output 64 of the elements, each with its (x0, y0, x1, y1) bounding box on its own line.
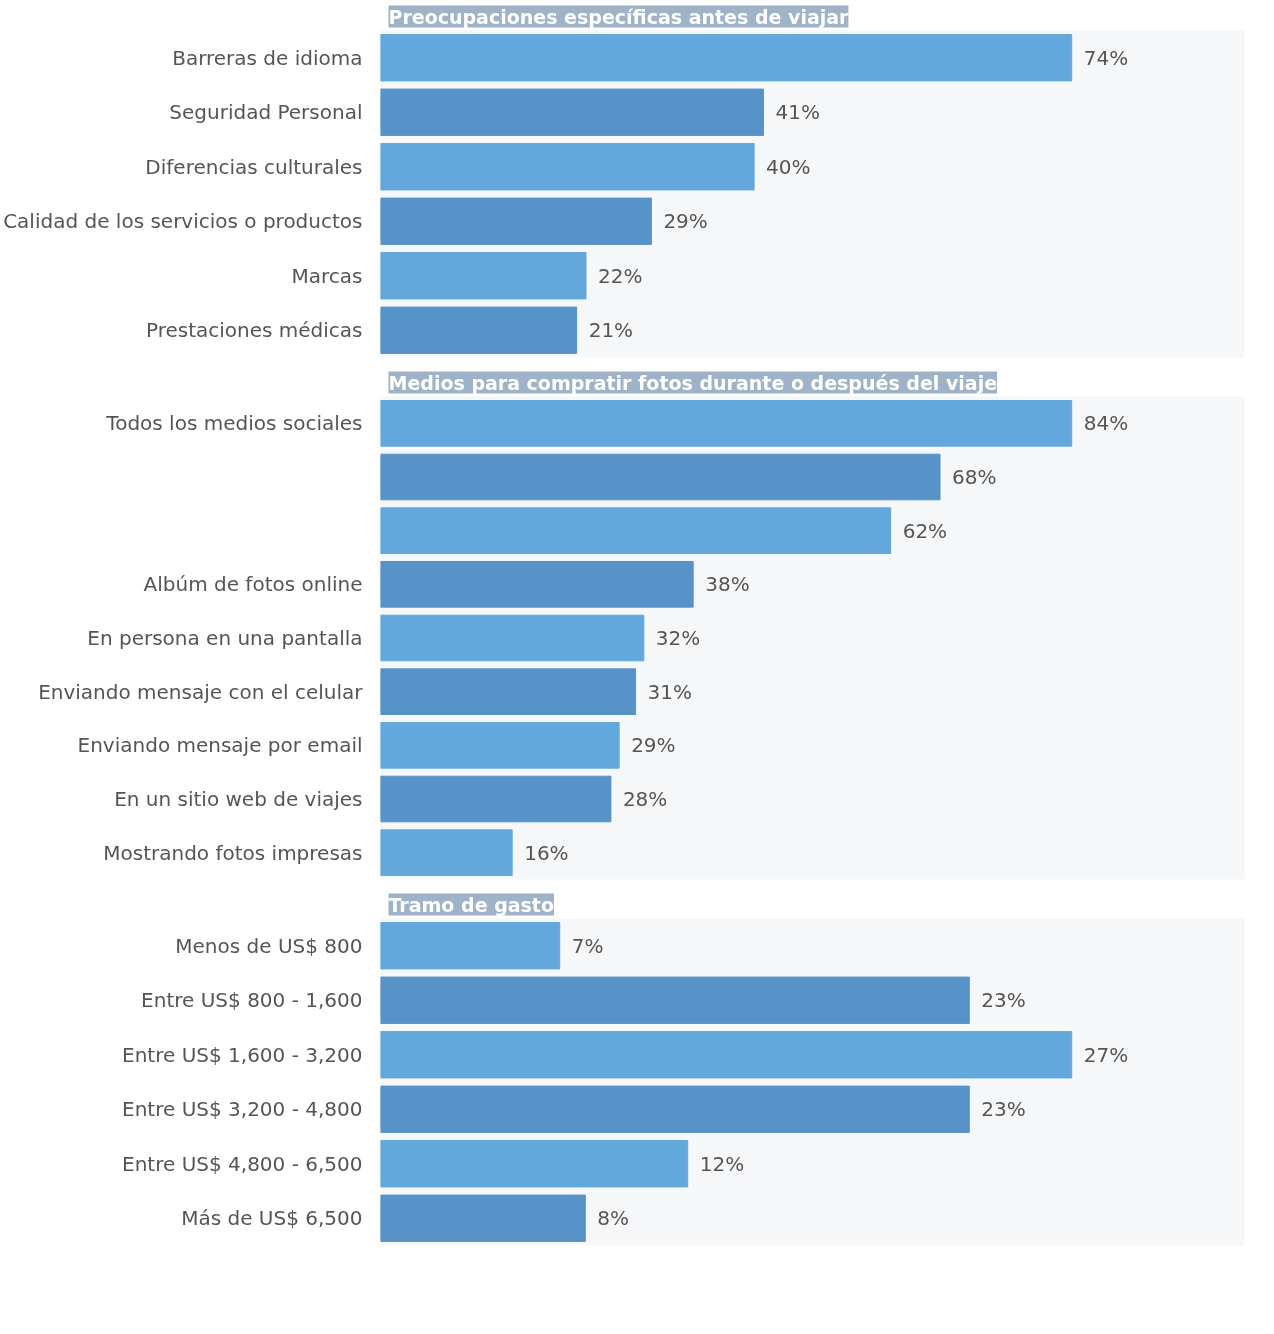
bar (380, 668, 637, 715)
y-tick-label: En persona en una pantalla (87, 626, 363, 650)
data-label: 23% (981, 1097, 1026, 1122)
y-tick-label: Barreras de idioma (172, 45, 363, 70)
bar (380, 775, 612, 823)
bar (380, 88, 764, 136)
data-label: 21% (588, 318, 634, 343)
data-label: 84% (1083, 411, 1129, 436)
y-tick-label: Calidad de los servicios o productos (3, 209, 363, 234)
data-label: 68% (952, 465, 997, 489)
bar (380, 922, 561, 970)
data-label: 7% (571, 933, 604, 958)
bar (380, 561, 694, 608)
data-label: 22% (597, 263, 643, 288)
y-tick-label: Entre US$ 4,800 - 6,500 (122, 1151, 363, 1176)
y-tick-label: Prestaciones médicas (145, 318, 363, 343)
data-label: 23% (981, 988, 1026, 1013)
data-label: 41% (775, 100, 820, 125)
y-tick-label: Más de US$ 6,500 (181, 1206, 363, 1231)
y-tick-label: Entre US$ 1,600 - 3,200 (122, 1042, 363, 1067)
data-label: 12% (699, 1151, 745, 1176)
data-label: 29% (631, 733, 676, 758)
y-tick-label: Mostrando fotos impresas (103, 840, 363, 865)
y-tick-label: En un sitio web de viajes (114, 787, 363, 811)
bar (380, 34, 1073, 82)
data-label: 8% (597, 1206, 630, 1231)
y-tick-label: Seguridad Personal (169, 100, 363, 125)
bar (380, 722, 620, 769)
y-tick-label: Entre US$ 3,200 - 4,800 (122, 1097, 363, 1122)
y-tick-label: Diferencias culturales (145, 154, 363, 179)
bar (380, 614, 645, 662)
data-label: 29% (663, 209, 708, 234)
bar (380, 400, 1073, 447)
data-label: 16% (524, 840, 569, 865)
data-label: 62% (902, 518, 948, 543)
y-tick-label: Menos de US$ 800 (175, 933, 363, 958)
y-tick-label: Todos los medios sociales (105, 411, 363, 436)
data-label: 27% (1083, 1042, 1129, 1067)
data-label: 38% (705, 572, 750, 597)
chart-title: Preocupaciones específicas antes de viajar (388, 5, 850, 28)
data-label: 40% (766, 154, 811, 179)
bar (380, 252, 587, 300)
data-label: 32% (655, 626, 701, 650)
data-label: 28% (622, 787, 668, 811)
y-tick-label: Entre US$ 800 - 1,600 (141, 988, 363, 1013)
chart-title: Medios para compratir fotos durante o después del viaje (388, 371, 998, 394)
bar (380, 976, 970, 1024)
y-tick-label: Enviando mensaje por email (77, 733, 363, 758)
bar (380, 143, 755, 191)
bar (380, 1194, 586, 1242)
chart-title: Tramo de gasto (388, 893, 554, 916)
y-tick-label: Enviando mensaje con el celular (38, 679, 364, 704)
bar (380, 1085, 970, 1133)
bar (380, 507, 892, 554)
bar (380, 197, 652, 245)
bar (380, 1140, 689, 1188)
bar (380, 829, 513, 876)
data-label: 74% (1083, 45, 1129, 70)
y-tick-label: Albúm de fotos online (143, 572, 363, 597)
y-tick-label: Marcas (291, 263, 363, 288)
data-label: 31% (647, 679, 693, 704)
bar (380, 1031, 1073, 1079)
bar (380, 453, 941, 501)
bar (380, 306, 578, 354)
